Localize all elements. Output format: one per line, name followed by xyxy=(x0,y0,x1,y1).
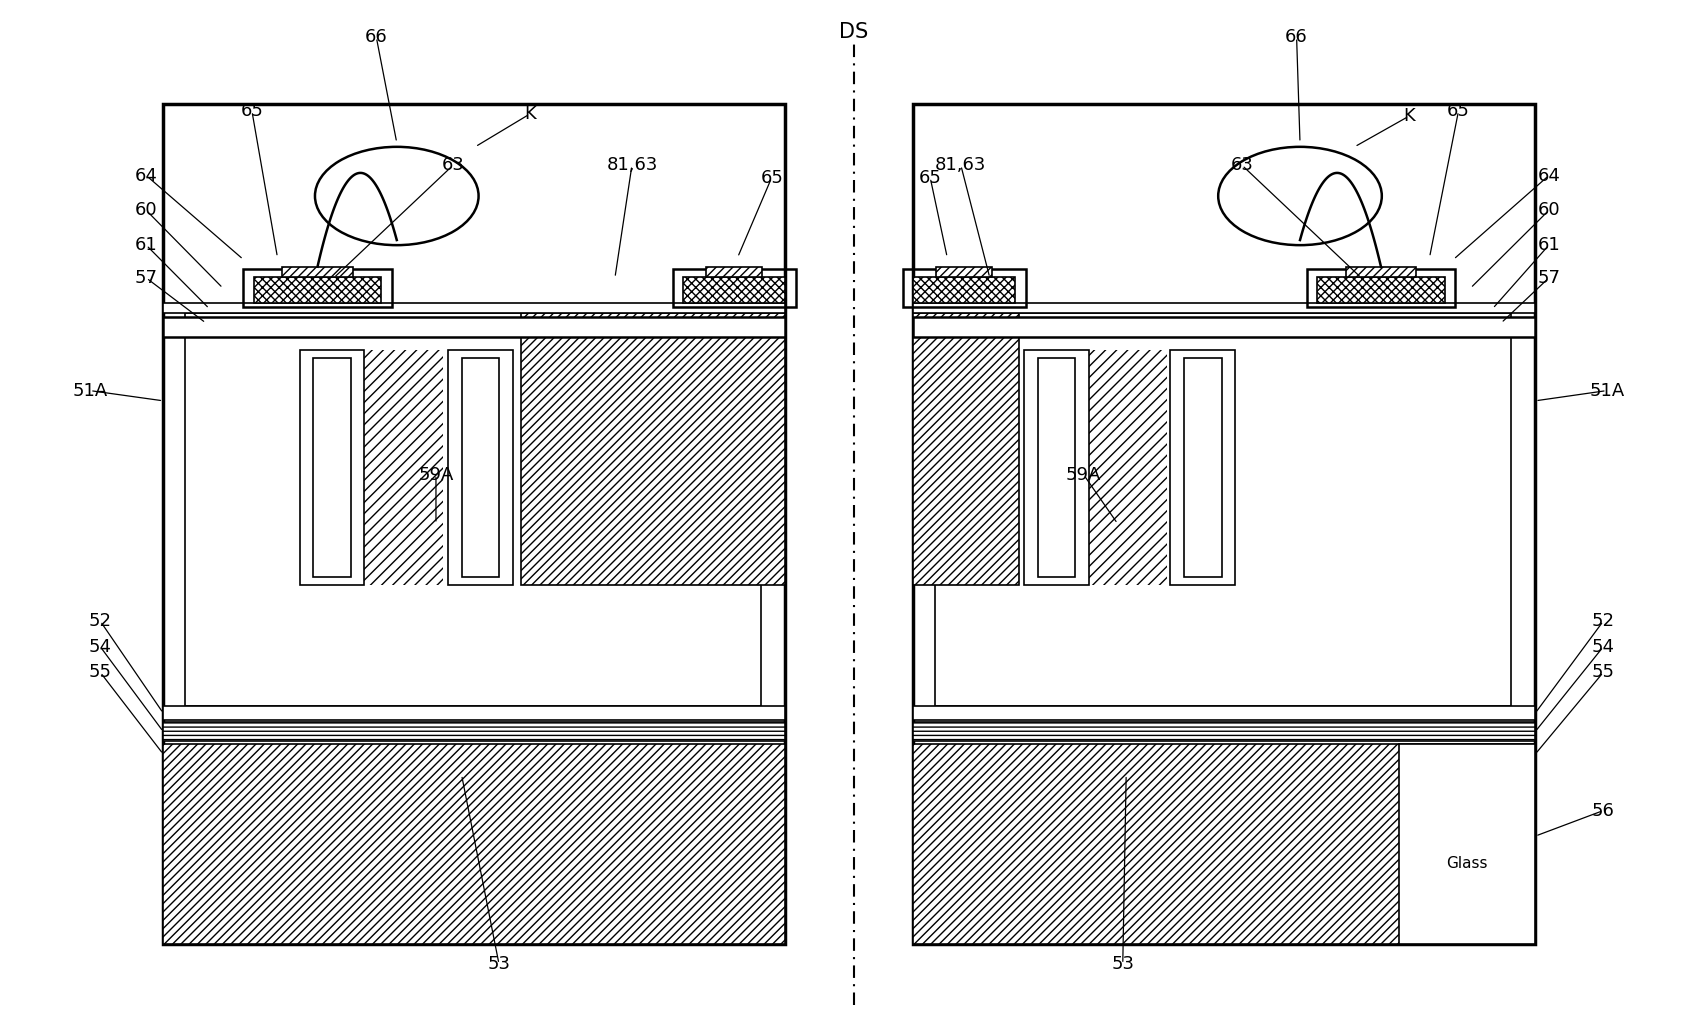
Bar xyxy=(913,277,1016,303)
Bar xyxy=(903,269,1026,307)
Text: 64: 64 xyxy=(1538,166,1560,185)
Bar xyxy=(314,357,350,577)
Bar xyxy=(447,349,512,585)
Text: 60: 60 xyxy=(135,201,157,220)
Text: 59A: 59A xyxy=(418,465,454,484)
Bar xyxy=(707,267,763,277)
Bar xyxy=(913,317,1535,337)
Bar xyxy=(461,357,498,577)
Bar xyxy=(1089,349,1168,585)
Bar xyxy=(1345,267,1417,277)
Text: 53: 53 xyxy=(488,955,510,974)
Text: 54: 54 xyxy=(1593,638,1615,655)
Bar xyxy=(913,313,1019,585)
Bar xyxy=(164,317,785,337)
Text: 65: 65 xyxy=(1448,102,1470,120)
Text: K: K xyxy=(524,105,536,123)
Text: K: K xyxy=(1403,107,1415,125)
Bar xyxy=(913,722,1535,740)
Bar xyxy=(254,277,381,303)
Bar xyxy=(673,269,795,307)
Bar xyxy=(913,706,1535,720)
Text: 63: 63 xyxy=(442,156,464,175)
Text: 66: 66 xyxy=(365,28,387,46)
Text: DS: DS xyxy=(838,23,869,42)
Bar xyxy=(164,744,785,944)
Text: 65: 65 xyxy=(760,168,784,187)
Text: 51A: 51A xyxy=(1589,382,1625,400)
Text: 54: 54 xyxy=(89,638,111,655)
Text: 53: 53 xyxy=(1111,955,1133,974)
Text: 55: 55 xyxy=(1593,663,1615,681)
Text: Glass: Glass xyxy=(1446,857,1489,871)
Circle shape xyxy=(316,147,478,245)
Text: 64: 64 xyxy=(135,166,157,185)
Bar xyxy=(364,349,442,585)
Bar xyxy=(683,277,785,303)
Bar xyxy=(164,104,785,944)
Bar xyxy=(1171,349,1236,585)
Bar xyxy=(913,744,1535,944)
Bar xyxy=(1398,744,1535,944)
Text: 61: 61 xyxy=(135,236,157,254)
Bar xyxy=(1318,277,1444,303)
Text: 63: 63 xyxy=(1231,156,1253,175)
Bar xyxy=(521,313,785,585)
Bar xyxy=(300,349,364,585)
Text: 60: 60 xyxy=(1538,201,1560,220)
Text: 61: 61 xyxy=(1538,236,1560,254)
Bar xyxy=(244,269,391,307)
Text: 57: 57 xyxy=(135,269,157,287)
Bar xyxy=(282,267,353,277)
Bar xyxy=(186,313,761,706)
Text: 81,63: 81,63 xyxy=(606,156,657,175)
Bar xyxy=(164,706,785,720)
Bar xyxy=(935,313,1511,706)
Text: 56: 56 xyxy=(1593,801,1615,820)
Circle shape xyxy=(1219,147,1381,245)
Bar xyxy=(1308,269,1454,307)
Bar xyxy=(164,303,785,313)
Text: 81,63: 81,63 xyxy=(935,156,987,175)
Bar xyxy=(1185,357,1222,577)
Text: 59A: 59A xyxy=(1065,465,1101,484)
Bar xyxy=(913,104,1535,944)
Bar xyxy=(164,722,785,740)
Text: 51A: 51A xyxy=(72,382,108,400)
Bar xyxy=(935,267,992,277)
Bar xyxy=(1024,349,1089,585)
Text: 66: 66 xyxy=(1285,28,1308,46)
Text: 65: 65 xyxy=(241,102,263,120)
Text: 57: 57 xyxy=(1538,269,1560,287)
Text: 65: 65 xyxy=(918,168,942,187)
Text: 52: 52 xyxy=(89,612,111,630)
Text: 52: 52 xyxy=(1593,612,1615,630)
Text: 55: 55 xyxy=(89,663,111,681)
Bar xyxy=(913,303,1535,313)
Bar xyxy=(1038,357,1075,577)
